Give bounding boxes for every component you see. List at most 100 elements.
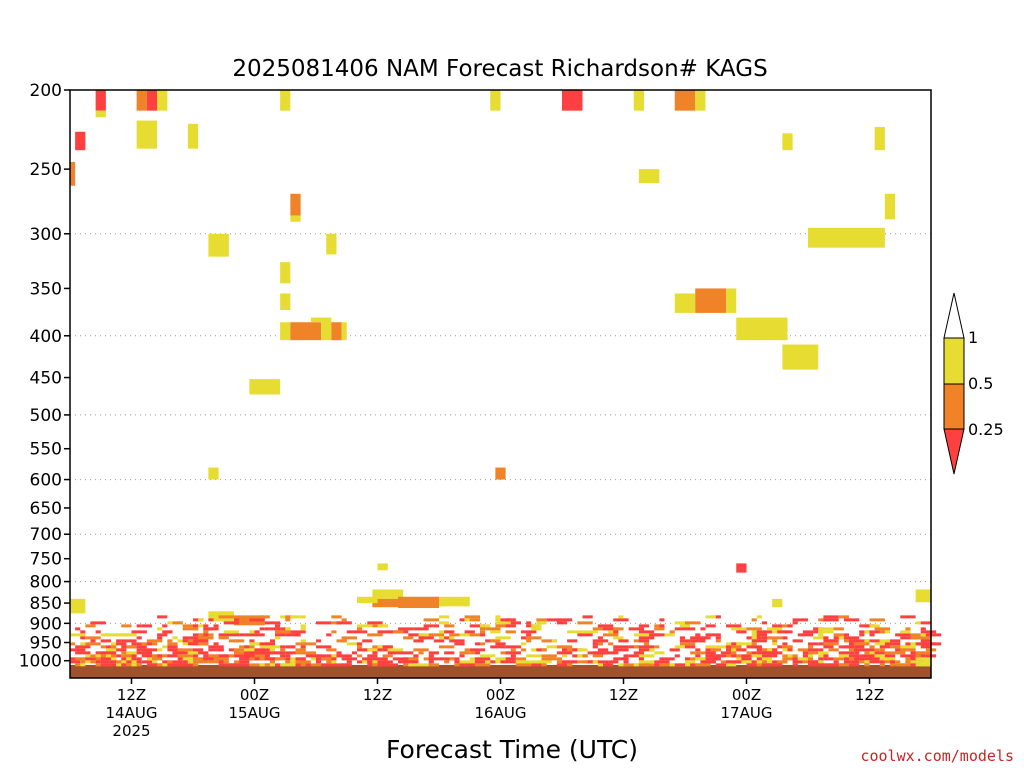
ri-cell [198,642,209,646]
ri-cell [480,633,486,637]
ri-cell [536,618,547,622]
ri-cell [377,630,393,634]
ri-cell [490,630,501,634]
ri-cell [495,642,506,646]
ri-cell [761,621,767,625]
ri-cell [341,657,357,661]
ri-cell [859,654,875,658]
ri-cell [280,90,291,111]
ri-cell [808,654,814,658]
ri-cell [85,660,91,664]
ri-cell [751,660,757,664]
ri-cell [515,660,532,664]
ri-cell [403,630,409,634]
ri-cell [280,648,286,652]
ri-cell [203,624,209,628]
ri-cell [772,639,778,643]
x-tick-label: 00Z [732,686,761,704]
ri-cell [531,624,542,628]
ri-cell [331,630,337,634]
ri-cell [925,660,931,664]
ri-cell [275,630,291,634]
ri-cell [505,624,516,628]
ri-cell [285,657,291,661]
ri-cell [562,654,568,658]
ri-cell [116,642,127,646]
ri-cell [259,627,265,631]
ri-cell [182,627,199,631]
ri-cell [264,663,270,667]
ri-cell [679,636,685,640]
ri-cell [152,660,158,664]
ri-cell [659,663,675,667]
ri-cell [818,651,829,655]
ri-cell [413,654,419,658]
ri-cell [182,636,193,640]
ri-cell [833,660,839,664]
ri-cell [710,660,716,664]
y-tick-label: 1000 [19,652,62,672]
ri-cell [884,651,890,655]
ri-cell [710,648,721,652]
ri-cell [751,651,757,655]
ri-cell [823,618,839,622]
ri-cell [756,651,773,655]
ri-cell [900,645,916,649]
ri-cell [259,651,275,655]
ri-cell [556,663,568,667]
ri-cell [223,630,240,634]
ri-cell [285,615,291,619]
ri-cell [577,621,593,625]
ri-cell [808,663,824,667]
x-tick-label: 16AUG [475,704,527,722]
ri-cell [234,663,250,667]
ri-cell [152,657,163,661]
ri-cell [459,642,465,646]
ri-cell [85,654,91,658]
ri-cell [100,660,111,664]
ri-cell [285,651,296,655]
y-axis: 200 250 300 350 400 450 500 550 600 650 700 750 8008… [19,81,70,672]
ri-cell [905,627,911,631]
ri-cell [157,90,168,111]
ri-cell [546,618,562,622]
ri-cell [915,654,921,658]
ri-cell [910,660,916,664]
ri-cell [715,645,732,649]
ri-cell [751,636,757,640]
ri-cell [316,621,332,625]
ri-cell [818,648,824,652]
ri-cell [459,618,465,622]
ri-cell [705,633,721,637]
ri-cell [818,633,824,637]
ri-cell [828,657,834,661]
ri-cell [372,651,378,655]
ri-cell [295,648,306,652]
ri-cell [644,663,660,667]
ri-cell [638,630,655,634]
ri-cell [418,633,434,637]
ri-cell [295,642,301,646]
ri-cell [162,624,168,628]
ri-cell [920,621,931,625]
ri-cell [556,618,573,622]
ri-cell [505,651,521,655]
ri-cell [264,621,281,625]
ri-cell [659,657,675,661]
ri-cell [890,660,896,664]
ri-cell [879,645,890,649]
ri-cell [756,633,767,637]
ri-cell [408,633,424,637]
y-tick-label: 750 [30,550,62,570]
ri-cell [454,642,460,646]
ri-cell [157,633,168,637]
ri-cell [546,645,562,649]
ri-cell [362,630,368,634]
ri-cell [336,651,342,655]
ri-cell [198,651,209,655]
ri-cell [736,648,742,652]
ri-cell [193,654,199,658]
ri-cell [521,642,527,646]
credit-link[interactable]: coolwx.com/models [860,747,1014,765]
ri-cell [357,596,378,604]
